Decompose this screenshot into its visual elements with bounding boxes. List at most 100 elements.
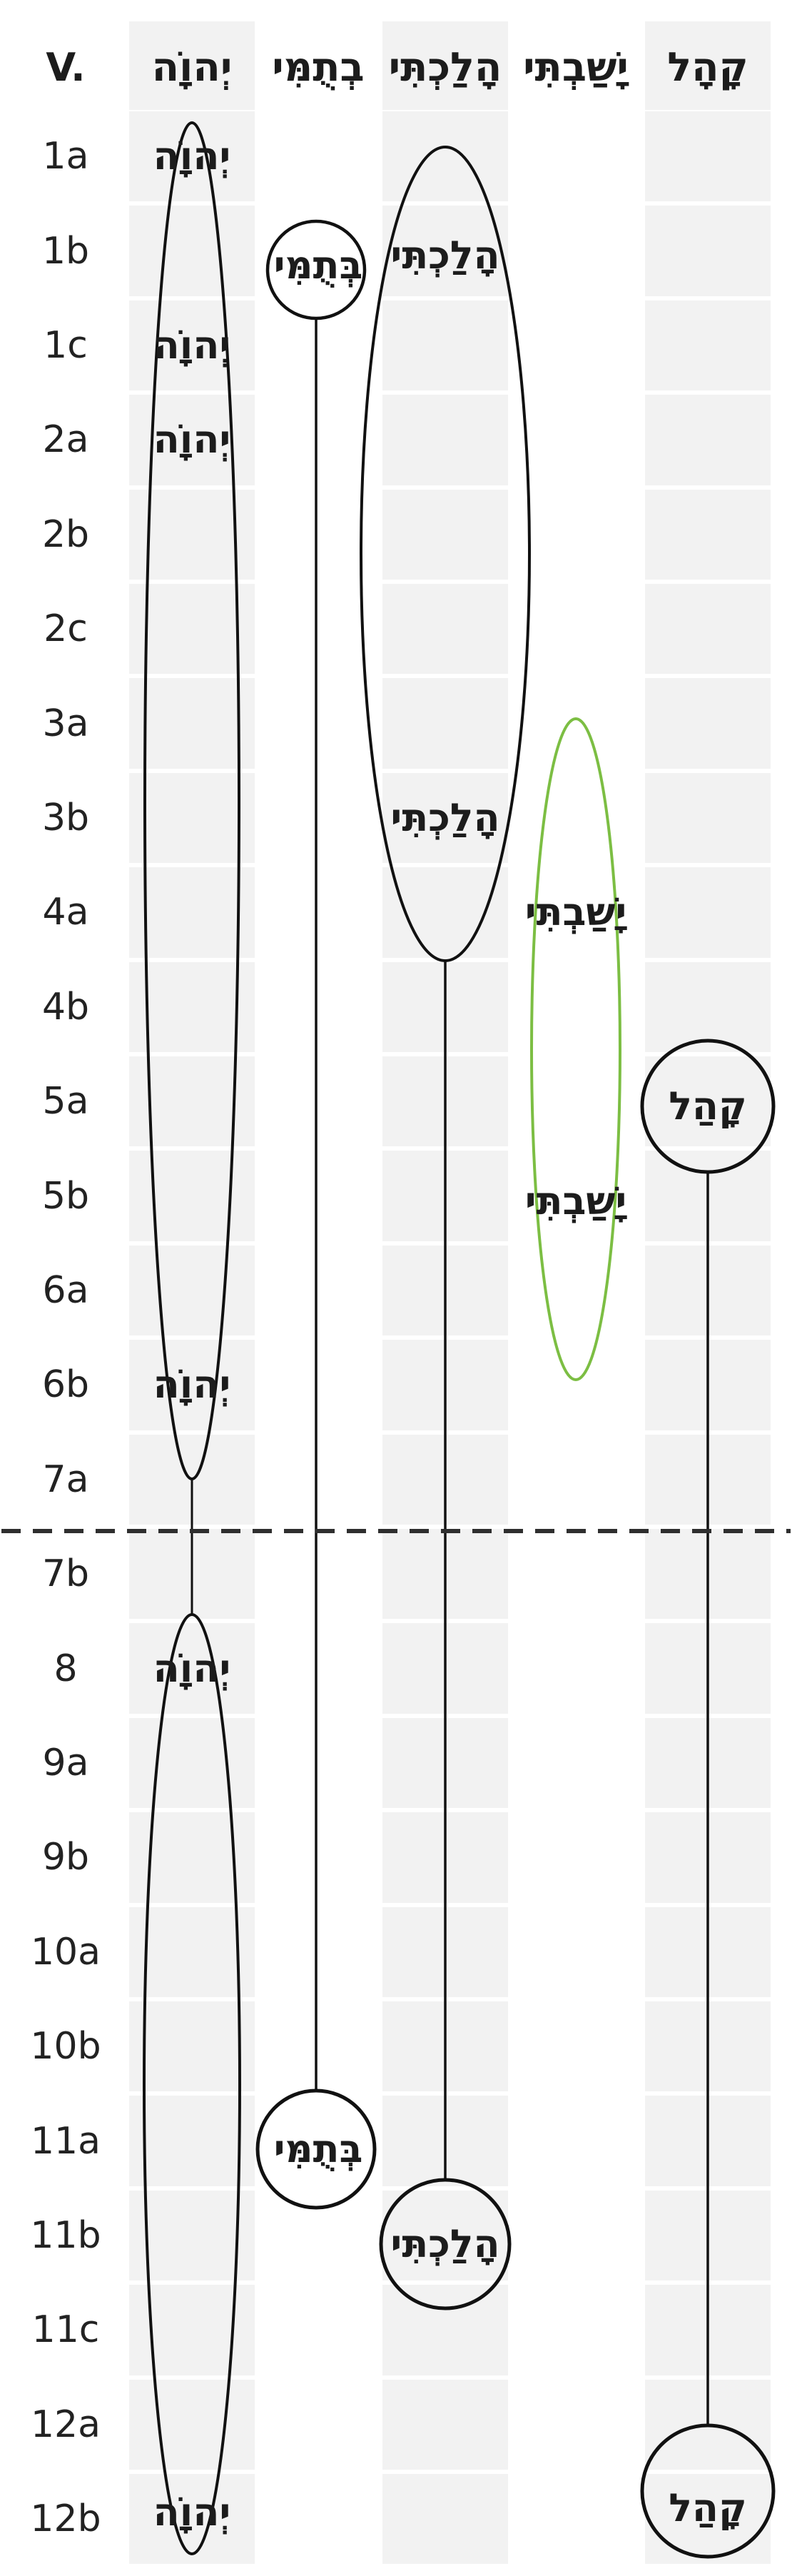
column-band-cell: [645, 867, 771, 958]
column-band-cell: [129, 2379, 255, 2470]
column-band-cell: [129, 584, 255, 675]
occurrence-halakhti-1b: הָלַכְתִּי: [390, 233, 500, 278]
column-band-cell: [129, 1623, 255, 1714]
column-band-cell: [382, 111, 508, 202]
occurrence-yhwh-1a: יְהוָֹה: [153, 133, 231, 179]
column-band-cell: [382, 2190, 508, 2281]
verse-column-header: V.: [46, 45, 86, 90]
yashavti-ellipse: [530, 717, 621, 1381]
column-band-cell: [645, 300, 771, 391]
verse-row-label: 1a: [42, 135, 89, 178]
column-band-header-cell: [129, 21, 255, 110]
verse-row-label: 1b: [41, 229, 90, 273]
column-band-cell: [382, 2285, 508, 2375]
column-band-cell: [645, 2474, 771, 2565]
verse-row-label: 11c: [31, 2308, 100, 2352]
column-band-cell: [645, 206, 771, 296]
column-band-cell: [645, 961, 771, 1052]
column-band-cell: [382, 489, 508, 580]
column-band-cell: [645, 1056, 771, 1147]
occurrence-halakhti-11b: הָלַכְתִּי: [390, 2221, 500, 2266]
occurrence-yashavti-4a: יָשַׁבְתִּי: [524, 889, 627, 935]
verse-row-label: 11b: [30, 2214, 101, 2257]
column-band-header-cell: [645, 21, 771, 110]
verse-row-label: 8: [54, 1647, 78, 1690]
column-band-cell: [382, 2474, 508, 2565]
column-band-cell: [129, 772, 255, 864]
verse-row-label: 4a: [42, 891, 89, 934]
column-band-cell: [645, 678, 771, 769]
verse-row-label: 4b: [41, 985, 90, 1029]
verse-row-label: 2a: [42, 418, 89, 462]
column-band-cell: [645, 772, 771, 864]
column-band-cell: [645, 489, 771, 580]
verse-row-label: 10a: [30, 1930, 101, 1974]
occurrence-yhwh-6b: יְהוָֹה: [153, 1362, 231, 1408]
column-band-cell: [129, 2096, 255, 2186]
qahal-circle-12b: [640, 2423, 776, 2559]
verse-row-label: 3a: [42, 702, 89, 745]
column-band-cell: [129, 867, 255, 958]
occurrence-qahal-5a: קָהַל: [669, 1084, 747, 1128]
column-band-cell: [129, 961, 255, 1052]
column-band-cell: [129, 1340, 255, 1430]
column-header-yashavti: יָשַׁבְתִּי: [523, 44, 629, 91]
column-band-cell: [382, 867, 508, 958]
column-band-cell: [382, 395, 508, 485]
verse-row-label: 12b: [30, 2497, 101, 2541]
occurrence-yhwh-2a: יְהוָֹה: [153, 417, 231, 463]
occurrence-halakhti-3b: הָלַכְתִּי: [390, 795, 500, 840]
column-header-qahal: קָהָל: [667, 44, 748, 91]
verse-row-label: 5b: [41, 1174, 90, 1218]
column-band-cell: [645, 584, 771, 675]
verse-row-label: 2b: [41, 512, 90, 556]
occurrence-qahal-12b: קָהַל: [669, 2485, 747, 2530]
column-band-cell: [129, 2474, 255, 2565]
column-band-cell: [645, 395, 771, 485]
verse-row-label: 2c: [44, 607, 88, 651]
column-band-cell: [129, 206, 255, 296]
verse-row-label: 3b: [41, 797, 90, 839]
column-band-cell: [382, 772, 508, 864]
btummi-circle-11a: [255, 2088, 377, 2210]
verse-row-label: 5a: [42, 1080, 89, 1123]
verse-row-label: 6a: [42, 1269, 89, 1312]
occurrence-yhwh-1c: יְהוָֹה: [153, 323, 231, 368]
occurrence-yhwh-12b: יְהוָֹה: [153, 2490, 231, 2535]
column-band-cell: [129, 111, 255, 202]
column-header-btummi: בְתֻמִּי: [272, 44, 365, 91]
column-header-halakhti: הָלַכְתִּי: [388, 44, 502, 91]
verse-row-label: 12a: [30, 2403, 101, 2446]
verse-row-label: 11a: [30, 2119, 101, 2163]
column-band-cell: [129, 1151, 255, 1241]
column-band-cell: [129, 300, 255, 391]
verse-row-label: 7b: [41, 1552, 90, 1596]
column-band-cell: [129, 1906, 255, 1997]
column-band-cell: [645, 111, 771, 202]
column-band-header-cell: [382, 21, 508, 110]
occurrence-btummi-1b: בְּתֻמִּי: [273, 243, 363, 288]
column-band-cell: [129, 1245, 255, 1336]
column-band-cell: [129, 2001, 255, 2092]
column-band-cell: [382, 584, 508, 675]
column-band-cell: [129, 1717, 255, 1809]
verse-row-label: 7a: [42, 1458, 89, 1501]
column-band-cell: [129, 2190, 255, 2281]
halakhti-circle-11b: [379, 2178, 512, 2310]
verse-row-label: 9b: [41, 1836, 90, 1879]
column-band-cell: [382, 300, 508, 391]
column-band-cell: [129, 678, 255, 769]
verse-row-label: 1c: [44, 324, 88, 367]
verse-row-label: 9a: [42, 1742, 89, 1784]
occurrence-yashavti-5b: יָשַׁבְתִּי: [524, 1178, 627, 1223]
yhwh-ellipse-lower: [143, 1613, 241, 2555]
column-band-cell: [382, 678, 508, 769]
column-header-yhwh: יְהוָֹה: [151, 44, 233, 91]
column-band-cell: [382, 206, 508, 296]
occurrence-btummi-11a: בְּתֻמִּי: [273, 2126, 363, 2171]
occurrence-yhwh-8: יְהוָֹה: [153, 1645, 231, 1691]
verse-row-label: 10b: [30, 2025, 101, 2069]
column-band-cell: [382, 2379, 508, 2470]
